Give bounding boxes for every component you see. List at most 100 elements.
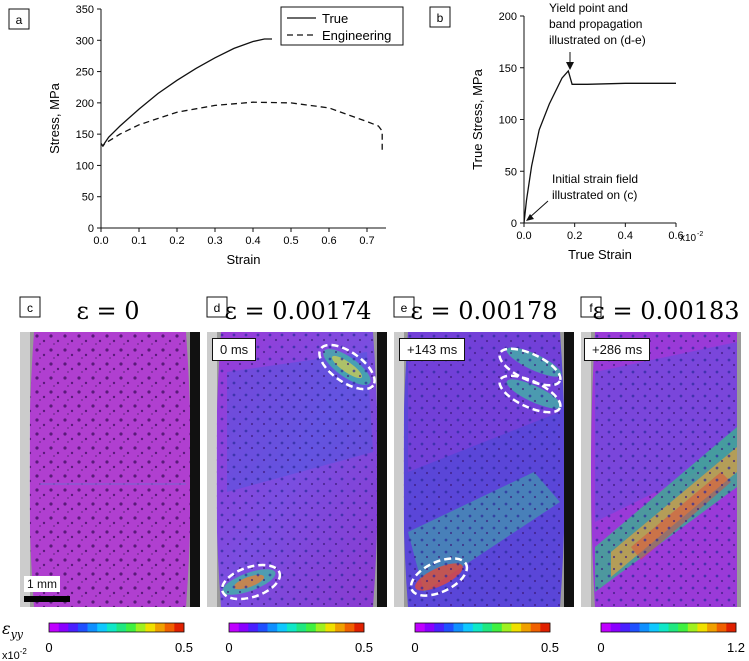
dic-image-d: 0 ms (207, 332, 387, 607)
time-stamp-f: +286 ms (584, 338, 651, 361)
colorbar-symbol: εyy (2, 619, 24, 641)
chart-a-y-tick-label: 50 (82, 192, 94, 204)
chart-a-x-tick-label: 0.4 (245, 235, 260, 247)
chart-a-legend-box (280, 6, 404, 46)
colorbar-cell (530, 623, 541, 632)
colorbar-min-c: 0 (45, 640, 52, 655)
colorbar-max-d: 0.5 (355, 640, 373, 655)
dic-image-f: +286 ms (581, 332, 741, 607)
panel-label-d: d (214, 301, 221, 315)
colorbar-cell (68, 623, 79, 632)
chart-a-x-tick-label: 0.7 (359, 235, 374, 247)
chart-a-x-label: Strain (227, 252, 261, 267)
chart-b-initial-annotation: Initial strain field (552, 172, 638, 186)
colorbar-cell (687, 623, 698, 632)
colorbar-cell (726, 623, 737, 632)
panel-title-c: ε = 0 (76, 297, 139, 325)
colorbar-cell (472, 623, 483, 632)
colorbar-cell (87, 623, 98, 632)
colorbar-cell (229, 623, 239, 632)
chart-b-x-tick-label: 0.0 (516, 230, 531, 242)
colorbar-frame-e (414, 622, 551, 633)
colorbar-cell (306, 623, 317, 632)
chart-a-y-tick-label: 350 (76, 4, 94, 16)
panel-label-e: e (401, 301, 408, 315)
chart-b-series-true (523, 69, 676, 224)
colorbar-cell (106, 623, 117, 632)
colorbar-unit: x10-2 (2, 647, 27, 661)
chart-b-x-multiplier-exp: -2 (697, 231, 703, 238)
colorbar-cell (540, 623, 551, 632)
colorbar-frame-f (600, 622, 737, 633)
colorbar-cell (126, 623, 137, 632)
colorbar-cell (610, 623, 621, 632)
colorbar-cell (286, 623, 297, 632)
chart-a-legend-label: True (322, 11, 348, 26)
colorbar-max-f: 1.2 (727, 640, 745, 655)
panel-label-b: b (437, 11, 444, 25)
dic-image-e: +143 ms (394, 332, 574, 607)
chart-a-legend-label: Engineering (322, 28, 391, 43)
strain-field-f (581, 332, 741, 607)
colorbar-cell (601, 623, 611, 632)
colorbar-cell (668, 623, 679, 632)
colorbar-cell (335, 623, 346, 632)
chart-a-x-tick-label: 0.6 (321, 235, 336, 247)
chart-a-y-tick-label: 100 (76, 160, 94, 172)
colorbar-cell (116, 623, 127, 632)
strain-field-d (207, 332, 387, 607)
colorbar-cell (354, 623, 365, 632)
colorbar-cell (463, 623, 474, 632)
chart-a-series-engineering (100, 101, 383, 152)
chart-b-y-tick-label: 200 (499, 11, 517, 23)
colorbar-cell (707, 623, 718, 632)
chart-b-x-label: True Strain (568, 247, 632, 262)
colorbar-cell (511, 623, 522, 632)
chart-b-x-tick-label: 0.2 (567, 230, 582, 242)
chart-b-yield-annotation: Yield point and (549, 1, 628, 15)
colorbar-cell (257, 623, 268, 632)
colorbar-cell (325, 623, 336, 632)
panel-title-e: ε = 0.00178 (410, 297, 557, 325)
colorbar-cell (49, 623, 59, 632)
colorbar-cell (277, 623, 288, 632)
time-stamp-d: 0 ms (212, 338, 257, 361)
chart-a-x-tick-label: 0.3 (207, 235, 222, 247)
time-stamp-e: +143 ms (399, 338, 466, 361)
colorbar-cell (501, 623, 512, 632)
colorbar-cell (155, 623, 166, 632)
colorbar-cell (344, 623, 355, 632)
colorbar-cell (164, 623, 175, 632)
panel-label-box-a (8, 8, 30, 30)
colorbar-cell (697, 623, 708, 632)
colorbar-cell (639, 623, 650, 632)
panel-label-f: f (589, 301, 593, 315)
colorbar-min-e: 0 (411, 640, 418, 655)
panel-label-box-e (393, 296, 415, 318)
chart-b-yield-annotation: illustrated on (d-e) (549, 33, 646, 47)
colorbar-cell (443, 623, 454, 632)
colorbar-max-e: 0.5 (541, 640, 559, 655)
colorbar-cell (492, 623, 503, 632)
strain-field-e (394, 332, 574, 607)
panel-label-box-c (19, 296, 41, 318)
colorbar-cell (97, 623, 108, 632)
colorbar-max-c: 0.5 (175, 640, 193, 655)
chart-a-x-tick-label: 0.0 (93, 235, 108, 247)
chart-a-series-true (100, 38, 272, 148)
colorbar-cell (678, 623, 689, 632)
chart-b-initial-arrow (528, 200, 549, 219)
colorbar-cell (658, 623, 669, 632)
chart-a-x-tick-label: 0.1 (131, 235, 146, 247)
chart-b-x-tick-label: 0.4 (618, 230, 633, 242)
colorbar-cell (58, 623, 69, 632)
chart-b-initial-annotation: illustrated on (c) (552, 188, 637, 202)
colorbar-cell (415, 623, 425, 632)
colorbar-cell (620, 623, 631, 632)
chart-b-y-tick-label: 50 (505, 166, 517, 178)
chart-b-y-tick-label: 150 (499, 63, 517, 75)
colorbar-frame-c (48, 622, 185, 633)
colorbar-cell (174, 623, 185, 632)
chart-a-y-tick-label: 300 (76, 35, 94, 47)
chart-a-y-tick-label: 250 (76, 67, 94, 79)
